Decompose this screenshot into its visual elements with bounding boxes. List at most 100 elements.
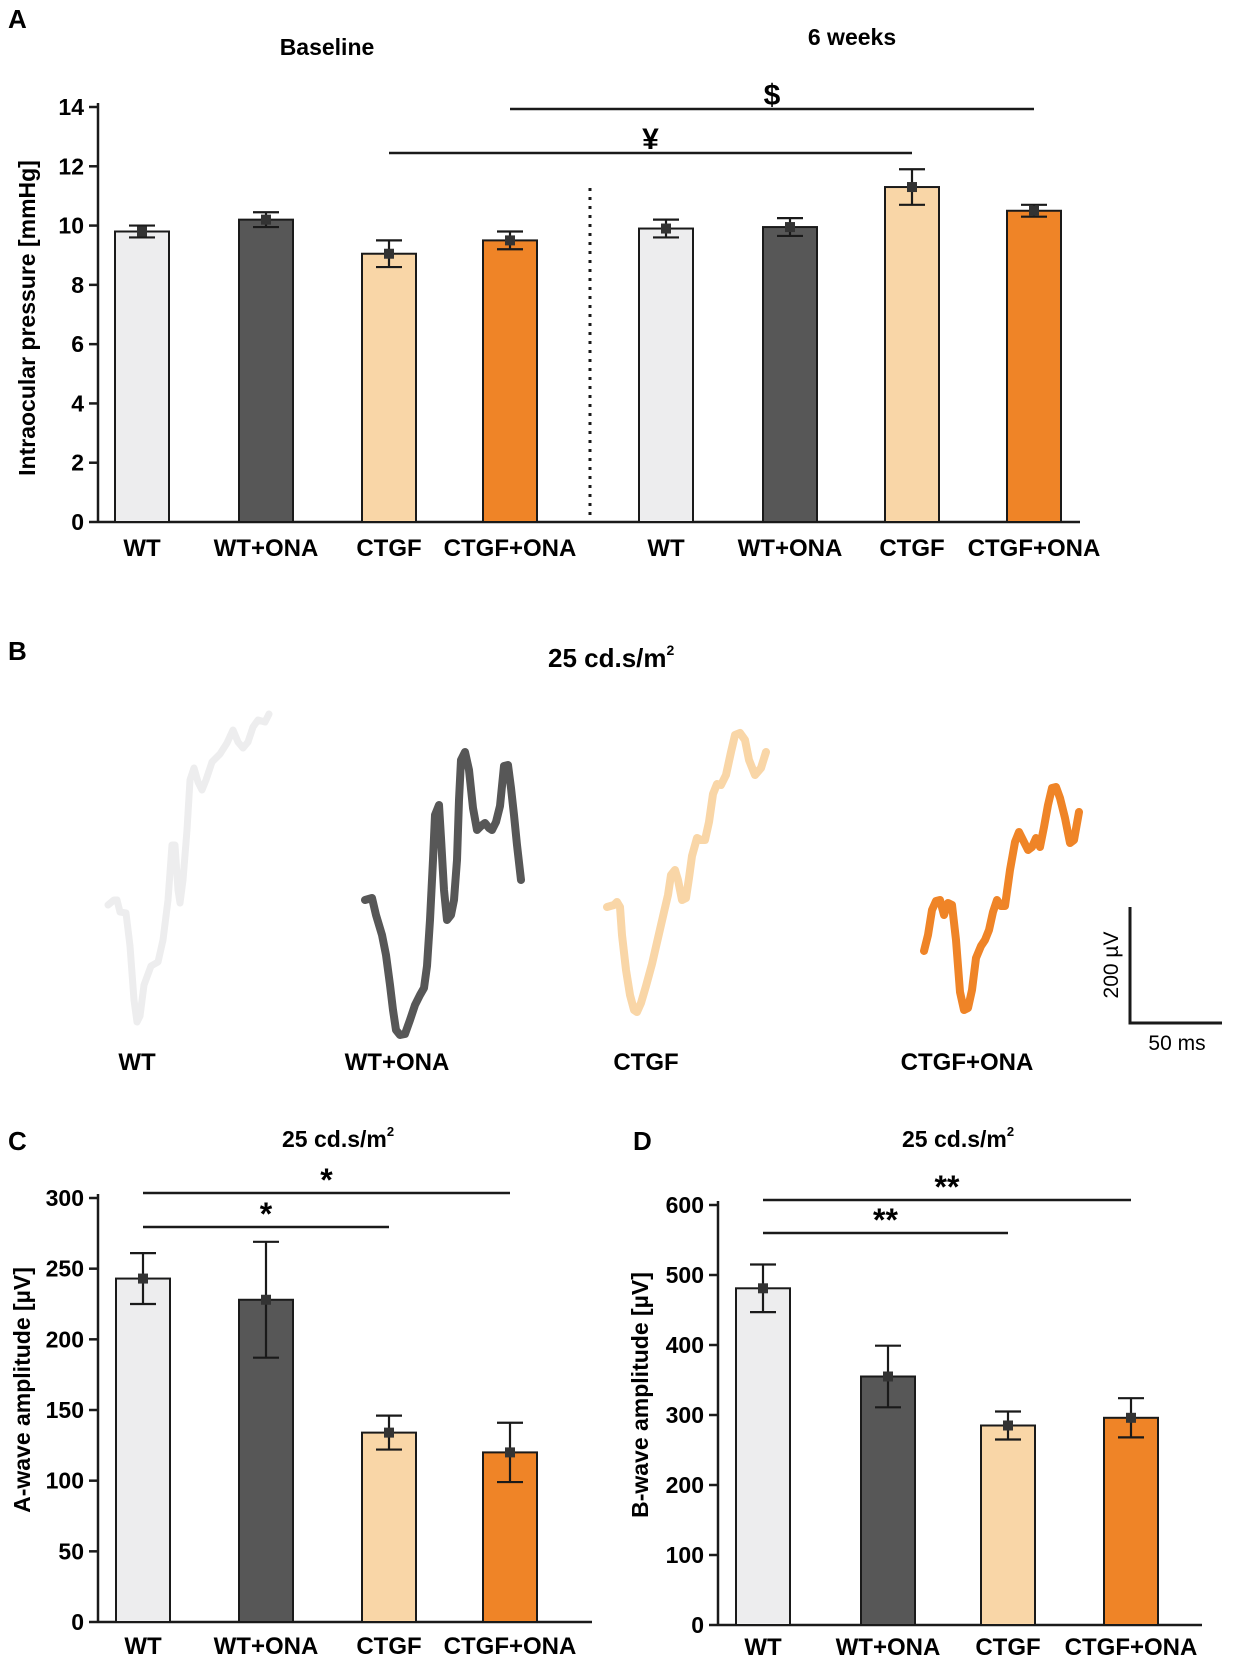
- x-category-label: WT: [123, 535, 161, 562]
- erg-title-text: 25 cd.s/m: [548, 643, 667, 673]
- mean-marker: [907, 182, 917, 193]
- mean-marker: [261, 1294, 271, 1305]
- erg-trace-wt: [104, 710, 273, 1026]
- significance-label: **: [873, 1202, 898, 1238]
- x-category-label: CTGF+ONA: [968, 535, 1101, 562]
- group-title-6-weeks: 6 weeks: [808, 24, 896, 50]
- y-axis-label: B-wave amplitude [µV]: [627, 1272, 653, 1518]
- y-tick-label: 100: [666, 1542, 704, 1568]
- y-tick-label: 300: [666, 1402, 704, 1428]
- y-tick-label: 0: [71, 509, 84, 535]
- y-tick-label: 0: [71, 1609, 84, 1635]
- y-axis-label: Intraocular pressure [mmHg]: [14, 160, 40, 476]
- x-category-label: CTGF+ONA: [1065, 1634, 1198, 1660]
- x-category-label: CTGF: [975, 1634, 1040, 1660]
- mean-marker: [505, 235, 515, 246]
- y-tick-label: 200: [666, 1472, 704, 1498]
- y-tick-label: 0: [691, 1612, 704, 1638]
- y-tick-label: 500: [666, 1262, 704, 1288]
- y-tick-label: 50: [58, 1538, 84, 1564]
- x-category-label: WT+ONA: [214, 535, 319, 562]
- y-tick-label: 2: [71, 450, 84, 476]
- panel-letter-a: A: [8, 4, 27, 34]
- significance-label: *: [320, 1162, 333, 1198]
- mean-marker: [661, 223, 671, 234]
- bar: [980, 1424, 1036, 1626]
- y-tick-label: 250: [46, 1256, 84, 1282]
- y-tick-label: 8: [71, 272, 84, 298]
- bar: [482, 239, 538, 523]
- x-category-label: WT+ONA: [836, 1634, 941, 1660]
- mean-marker: [261, 214, 271, 225]
- mean-marker: [1029, 205, 1039, 216]
- erg-label-wt-ona: WT+ONA: [345, 1049, 450, 1076]
- y-tick-label: 100: [46, 1468, 84, 1494]
- x-category-label: WT: [647, 535, 685, 562]
- panel-letter-b: B: [8, 636, 27, 666]
- bar: [361, 252, 417, 523]
- panel-b-erg-traces: 25 cd.s/m2 WT WT+ONA CTGF CTGF+ONA 200 µ…: [104, 642, 1222, 1076]
- bar: [860, 1375, 916, 1626]
- panel-d-title-superscript: 2: [1007, 1124, 1014, 1139]
- panel-letter-c: C: [8, 1126, 27, 1156]
- erg-scale-bar: [1128, 907, 1222, 1025]
- y-tick-label: 600: [666, 1192, 704, 1218]
- y-tick-label: 12: [58, 153, 84, 179]
- y-axis-label: A-wave amplitude [µV]: [9, 1267, 35, 1513]
- mean-marker: [137, 226, 147, 237]
- panel-d-b-wave-chart: 25 cd.s/m2 B-wave amplitude [µV] 0 100 200…: [627, 1124, 1202, 1660]
- bar: [735, 1287, 791, 1627]
- y-tick-label: 14: [58, 94, 84, 120]
- x-category-label: WT: [124, 1633, 162, 1660]
- bar: [114, 230, 170, 523]
- group-title-baseline: Baseline: [280, 34, 375, 60]
- mean-marker: [758, 1283, 768, 1294]
- x-category-label: CTGF: [356, 1633, 421, 1660]
- y-tick-label: 6: [71, 331, 84, 357]
- erg-title: 25 cd.s/m2: [548, 642, 675, 673]
- panel-a-iop-chart: Baseline 6 weeks Intraocular pressure [m…: [14, 24, 1100, 562]
- panel-c-title-text: 25 cd.s/m: [282, 1126, 387, 1152]
- mean-marker: [1126, 1412, 1136, 1423]
- panel-letter-d: D: [633, 1126, 652, 1156]
- x-category-label: WT+ONA: [738, 535, 843, 562]
- y-tick-label: 150: [46, 1397, 84, 1423]
- erg-trace-ctgf-ona: [920, 783, 1083, 1014]
- bar: [238, 218, 294, 523]
- erg-scale-time-label: 50 ms: [1148, 1032, 1205, 1055]
- erg-label-ctgf: CTGF: [613, 1049, 678, 1076]
- erg-label-ctgf-ona: CTGF+ONA: [901, 1049, 1034, 1076]
- x-category-label: CTGF: [356, 535, 421, 562]
- panel-c-title: 25 cd.s/m2: [282, 1124, 394, 1152]
- bar: [115, 1277, 171, 1624]
- mean-marker: [785, 222, 795, 233]
- bar: [884, 186, 940, 524]
- y-tick-label: 300: [46, 1185, 84, 1211]
- erg-trace-wt-ona: [361, 748, 525, 1039]
- bar: [1103, 1416, 1159, 1627]
- mean-marker: [505, 1447, 515, 1458]
- bar: [762, 226, 818, 524]
- mean-marker: [138, 1273, 148, 1284]
- x-category-label: WT: [744, 1634, 782, 1660]
- bar: [1006, 209, 1062, 523]
- mean-marker: [883, 1371, 893, 1382]
- panel-d-title-text: 25 cd.s/m: [902, 1126, 1007, 1152]
- bar: [638, 227, 694, 524]
- significance-label: ¥: [642, 123, 659, 156]
- significance-label: *: [260, 1196, 273, 1232]
- panel-d-title: 25 cd.s/m2: [902, 1124, 1014, 1152]
- erg-title-superscript: 2: [667, 642, 675, 658]
- significance-label: **: [935, 1169, 960, 1205]
- y-tick-label: 400: [666, 1332, 704, 1358]
- mean-marker: [1003, 1420, 1013, 1431]
- y-tick-label: 4: [71, 390, 84, 416]
- x-category-label: CTGF+ONA: [444, 535, 577, 562]
- erg-scale-voltage-label: 200 µV: [1100, 932, 1123, 999]
- panel-c-title-superscript: 2: [387, 1124, 394, 1139]
- x-category-label: CTGF+ONA: [444, 1633, 577, 1660]
- x-category-label: WT+ONA: [214, 1633, 319, 1660]
- y-tick-label: 10: [58, 213, 84, 239]
- mean-marker: [384, 1427, 394, 1438]
